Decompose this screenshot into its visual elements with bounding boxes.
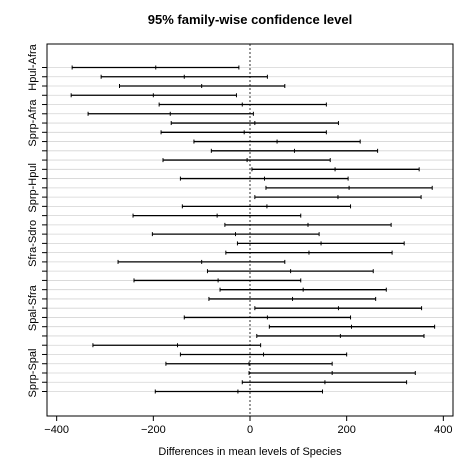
interval-row [158,102,327,107]
interval-row [248,370,416,375]
interval-row [206,269,374,274]
y-tick-label: Sprp-Spal [27,349,39,398]
interval-row [219,287,387,292]
interval-row [224,222,392,227]
interval-row [160,130,327,135]
x-tick-label: 400 [434,424,452,436]
interval-bars [70,65,436,394]
interval-row [265,185,433,190]
interval-row [254,306,423,311]
interval-row [151,232,320,237]
x-axis-label: Differences in mean levels of Species [158,446,342,458]
interval-row [70,93,237,98]
y-tick-label: Hpul-Afra [27,43,39,90]
interval-row [100,74,268,79]
interval-row [92,343,262,348]
interval-row [162,158,331,163]
chart-title: 95% family-wise confidence level [148,12,352,27]
interval-row [170,121,339,126]
y-axis: Hpul-Afra Sprp-Afra Sprp-Hpul Sfra-Sdro Spal… [27,43,47,397]
y-tick-label: Sfra-Sdro [27,220,39,267]
interval-row [256,333,425,338]
interval-row [210,148,379,153]
interval-row [71,65,240,70]
interval-row [117,259,286,264]
interval-row [254,195,422,200]
interval-row [87,111,254,116]
interval-row [208,296,377,301]
x-tick-label: 200 [337,424,355,436]
x-tick-label: −400 [44,424,69,436]
x-tick-label: −200 [141,424,166,436]
y-tick-label: Sprp-Hpul [27,163,39,213]
interval-row [165,361,333,366]
y-tick-label: Spal-Sfra [27,284,39,331]
interval-row [251,167,420,172]
x-tick-label: 0 [247,424,253,436]
interval-row [225,250,393,255]
interval-row [241,380,408,385]
interval-row [236,241,405,246]
interval-row [183,315,352,320]
interval-row [133,278,302,283]
interval-row [268,324,436,329]
interval-row [181,204,352,209]
interval-row [132,213,302,218]
interval-row [154,389,323,394]
y-tick-label: Sprp-Afra [27,99,39,147]
x-axis: −400 −200 0 200 400 [44,416,453,436]
interval-row [193,139,361,144]
interval-row [179,176,349,181]
interval-row [119,84,286,89]
interval-row [179,352,348,357]
